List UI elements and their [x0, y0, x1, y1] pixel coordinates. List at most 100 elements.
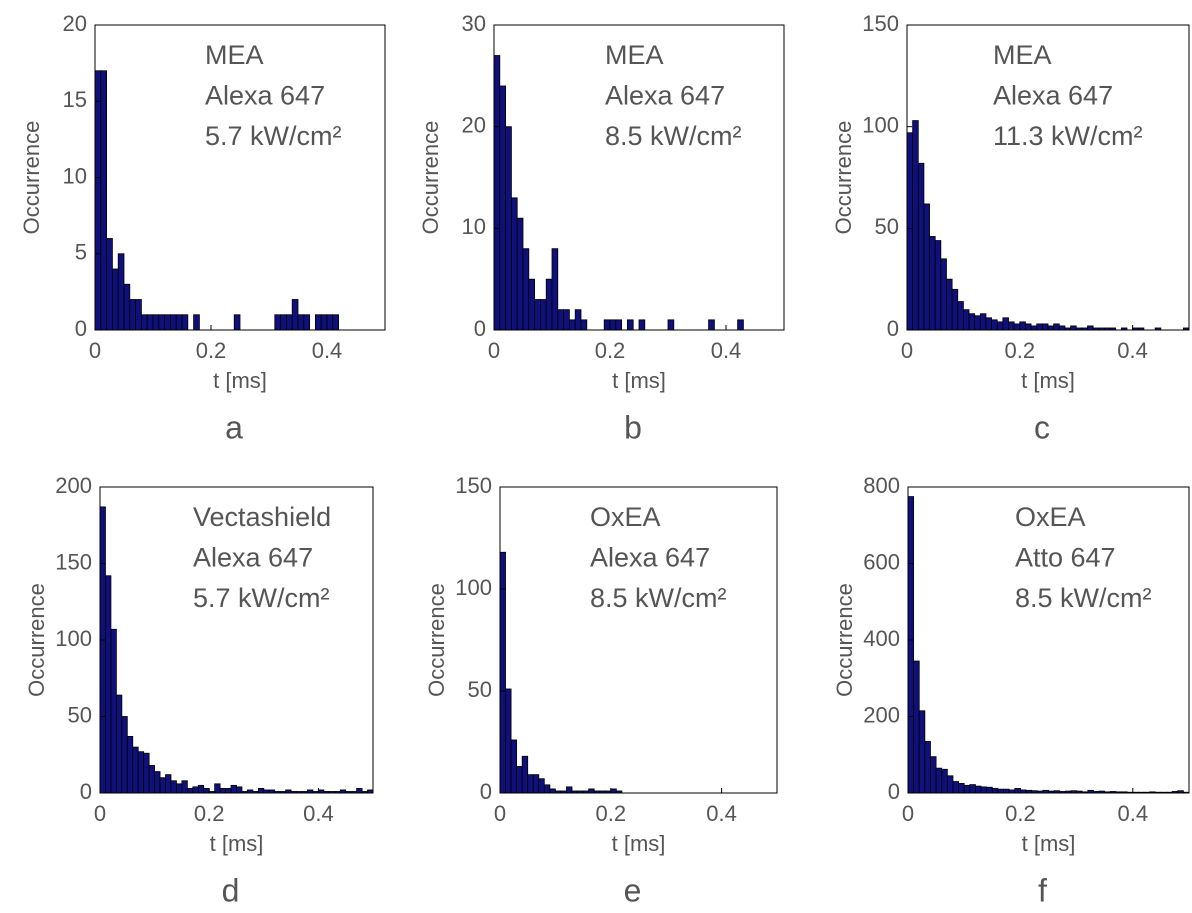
bar: [997, 788, 1004, 794]
bar: [1058, 325, 1066, 331]
bar: [129, 299, 137, 331]
bar: [94, 70, 102, 331]
annotation: 5.7 kW/cm²: [193, 583, 330, 613]
x-tick-label: 0.2: [596, 801, 627, 826]
bar: [126, 735, 134, 794]
bar: [1002, 317, 1009, 331]
bar: [303, 314, 310, 331]
y-tick-label: 0: [474, 316, 486, 341]
y-tick-label: 150: [55, 549, 92, 574]
bar: [165, 774, 172, 794]
y-tick-label: 100: [862, 112, 899, 137]
x-tick-label: 0.4: [1118, 801, 1149, 826]
annotation: MEA: [205, 40, 264, 70]
annotation: MEA: [605, 40, 664, 70]
bar: [148, 765, 155, 794]
bar: [181, 780, 188, 794]
x-tick-label: 0.2: [1005, 338, 1036, 363]
bar: [214, 783, 221, 794]
y-tick-label: 20: [462, 112, 486, 137]
bar: [1053, 323, 1060, 331]
bar: [1041, 323, 1049, 331]
y-tick-label: 30: [462, 11, 486, 36]
bar: [320, 314, 328, 331]
bar: [979, 313, 987, 331]
annotation: MEA: [993, 40, 1052, 70]
bar: [225, 788, 232, 794]
bar: [197, 784, 205, 794]
y-tick-label: 10: [63, 163, 87, 188]
y-axis-label: Occurrence: [831, 121, 856, 235]
bar: [551, 248, 559, 331]
bar: [230, 784, 237, 794]
bar: [100, 70, 108, 331]
bar: [274, 314, 281, 331]
bar: [510, 197, 518, 331]
bar: [980, 786, 988, 794]
bar: [1030, 325, 1038, 331]
bar: [991, 788, 999, 794]
panel-label: e: [624, 872, 642, 908]
bar: [280, 314, 287, 331]
annotation: 5.7 kW/cm²: [205, 121, 342, 151]
x-tick-label: 0.4: [1117, 338, 1148, 363]
bar: [528, 278, 535, 331]
annotation: Alexa 647: [193, 543, 313, 573]
y-tick-label: 200: [55, 473, 92, 498]
bar: [1013, 323, 1021, 331]
x-tick-label: 0.2: [196, 338, 227, 363]
y-tick-label: 5: [75, 240, 87, 265]
x-tick-label: 0.2: [194, 801, 225, 826]
bar: [540, 299, 547, 331]
bar: [563, 309, 570, 331]
x-tick-label: 0: [902, 801, 914, 826]
axes-frame: [493, 24, 785, 331]
x-tick-label: 0.4: [706, 801, 737, 826]
y-tick-label: 0: [888, 779, 900, 804]
bar: [985, 317, 993, 331]
y-axis-label: Occurrence: [832, 583, 857, 697]
x-tick-label: 0: [494, 801, 506, 826]
bar: [923, 203, 930, 331]
y-tick-label: 20: [63, 11, 87, 36]
x-tick-label: 0: [488, 338, 500, 363]
bar: [996, 321, 1004, 331]
bar: [580, 319, 588, 331]
bar: [913, 660, 920, 794]
bar: [969, 784, 976, 794]
bar: [158, 314, 166, 331]
bar: [521, 755, 529, 794]
bar: [527, 774, 534, 794]
y-tick-label: 50: [68, 702, 92, 727]
bar: [574, 309, 582, 331]
bar: [332, 314, 339, 331]
bar: [917, 162, 925, 331]
bar: [1036, 323, 1043, 331]
bar: [569, 319, 576, 331]
bar: [219, 788, 226, 794]
x-tick-label: 0.4: [303, 801, 334, 826]
x-axis-label: t [ms]: [210, 831, 264, 856]
bar: [968, 313, 976, 331]
bar: [505, 688, 512, 794]
annotation: 8.5 kW/cm²: [605, 121, 742, 151]
x-axis-label: t [ms]: [612, 831, 666, 856]
x-axis-label: t [ms]: [213, 368, 267, 393]
bar: [146, 314, 154, 331]
bar: [538, 778, 545, 794]
y-tick-label: 200: [863, 702, 900, 727]
panel-label: b: [624, 409, 642, 445]
annotation: OxEA: [590, 502, 661, 532]
bar: [930, 756, 937, 794]
bar: [974, 315, 981, 331]
bar: [1003, 788, 1010, 794]
bar: [112, 268, 119, 331]
bar: [963, 309, 970, 331]
annotation: Alexa 647: [205, 81, 325, 111]
y-tick-label: 600: [863, 549, 900, 574]
bar: [123, 283, 131, 331]
y-tick-label: 150: [455, 473, 492, 498]
bar: [105, 575, 112, 794]
annotation: Atto 647: [1015, 543, 1116, 573]
bar: [1008, 321, 1015, 331]
